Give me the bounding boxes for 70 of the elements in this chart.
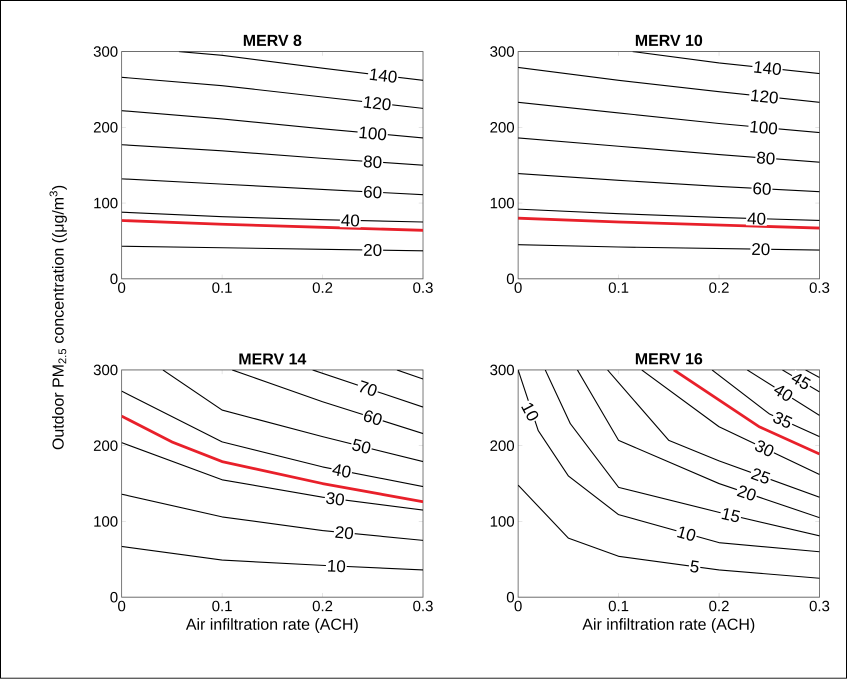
y-tick-label: 100 [94,198,118,208]
x-axis-title: Air infiltration rate (ACH) [186,618,358,634]
text: 20 [335,526,354,540]
x-tick-label: 0.1 [212,600,232,612]
y-tick-label: 200 [490,440,514,452]
x-tick-label: 0.3 [413,282,433,294]
chart-title: MERV 8 [244,34,302,46]
x-tick-label: 0.1 [608,282,628,294]
series-label: 80 [756,152,775,165]
text: 10 [677,526,696,541]
series-label: 40 [747,212,766,225]
text: 30 [755,440,774,456]
x-tick-label: 0 [118,282,126,294]
series-label: 20 [364,244,382,256]
text: 25 [750,468,770,484]
y-tick-label: 300 [490,364,514,376]
y-tick-label: 300 [94,364,118,376]
x-tick-label: 0.2 [312,282,332,294]
series-label: 60 [364,186,382,198]
text: 40 [332,464,351,478]
text: 50 [352,438,370,454]
text: 60 [364,410,382,426]
x-tick-label: 0.3 [810,282,830,294]
text: 100 [359,126,386,140]
y-tick-label: 100 [94,516,118,527]
y-tick-label: 200 [94,122,118,133]
text: 20 [736,486,756,501]
text: 140 [754,61,781,76]
x-tick-label: 0 [514,282,522,294]
x-tick-label: 0.2 [709,600,729,612]
chart-title: MERV 10 [636,34,702,46]
text: 30 [326,492,344,506]
y-axis-title: Outdoor PM$_{2.5}$ concentration ((μg/m$^{3}$) [50,186,67,450]
text: 35 [773,412,792,428]
series-label: 40 [341,214,360,227]
text: 40 [774,386,792,401]
x-tick-label: 0.3 [810,600,830,612]
x-tick-label: 0 [118,600,126,612]
text: 140 [370,68,397,83]
y-tick-label: 100 [490,516,514,527]
text: 120 [750,90,778,104]
chart-title: MERV 14 [239,354,306,365]
text: 100 [750,120,778,134]
text: 45 [792,374,811,390]
series-label: 60 [753,182,771,196]
text: 5 [690,560,699,573]
y-tick-label: 300 [490,46,514,57]
series-label: 80 [364,156,382,168]
x-axis-title: Air infiltration rate (ACH) [582,618,754,634]
text: 120 [364,96,391,110]
x-tick-label: 0.2 [312,600,332,612]
x-tick-label: 0.1 [608,600,628,612]
x-tick-label: 0.2 [709,282,729,294]
y-tick-label: 0 [506,274,514,284]
y-tick-label: 300 [94,46,118,57]
y-tick-label: 200 [94,440,118,452]
series-label: 20 [752,243,770,256]
y-tick-label: 200 [490,122,514,133]
x-tick-label: 0.3 [413,600,433,612]
x-tick-label: 0 [514,600,522,612]
y-tick-label: 0 [506,592,514,603]
text: 70 [360,380,377,396]
y-tick-label: 100 [490,198,514,208]
chart-title: MERV 16 [636,353,702,365]
text: 15 [722,508,740,522]
y-tick-label: 0 [110,274,118,284]
x-tick-label: 0.1 [212,282,232,294]
y-tick-label: 0 [110,592,118,603]
series-label: 10 [328,560,346,572]
annotation: 10 [521,402,538,421]
